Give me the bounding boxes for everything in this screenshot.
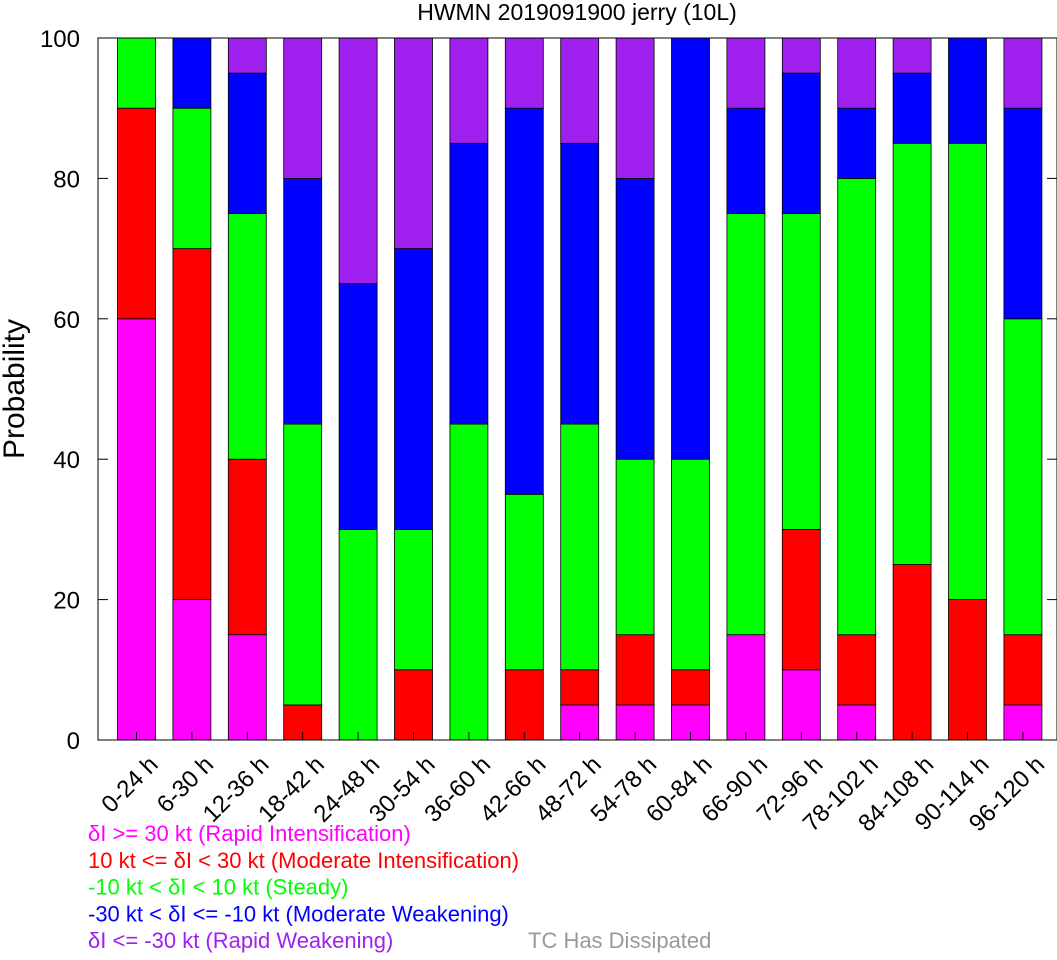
bars-layer <box>117 37 1043 741</box>
bar-segment-12-4 <box>781 37 821 74</box>
bar-segment-3-2 <box>283 423 323 706</box>
bar-segment-16-2 <box>1003 318 1043 636</box>
y-tick-label: 100 <box>40 26 80 53</box>
legend: δI >= 30 kt (Rapid Intensification)10 kt… <box>88 821 711 953</box>
bar-segment-2-4 <box>227 37 267 74</box>
bar-segment-7-3 <box>504 107 544 495</box>
x-tick-label: 0-24 h <box>96 751 163 818</box>
bar-segment-4-2 <box>338 529 378 741</box>
bar-segment-10-1 <box>671 669 710 706</box>
bar-segment-13-4 <box>837 37 877 109</box>
chart-title: HWMN 2019091900 jerry (10L) <box>417 0 737 25</box>
bar-segment-16-4 <box>1003 37 1043 109</box>
bar-segment-3-3 <box>283 177 323 425</box>
bar-segment-3-4 <box>283 37 323 179</box>
bar-segment-12-1 <box>781 529 821 671</box>
bar-segment-1-0 <box>172 599 212 741</box>
bar-segment-11-0 <box>726 634 766 741</box>
y-tick-label: 80 <box>53 166 80 193</box>
bar-segment-0-1 <box>117 107 156 320</box>
bar-segment-7-2 <box>504 493 544 671</box>
bar-segment-14-2 <box>892 142 932 565</box>
bar-segment-15-3 <box>948 37 987 144</box>
bar-segment-15-2 <box>948 142 987 600</box>
y-axis-label: Probability <box>0 319 31 459</box>
bar-segment-13-3 <box>837 107 877 179</box>
bar-segment-8-2 <box>560 423 600 671</box>
bar-segment-7-1 <box>504 669 544 741</box>
bar-segment-16-3 <box>1003 107 1043 320</box>
bar-segment-11-3 <box>726 107 766 214</box>
bar-segment-4-3 <box>338 283 378 530</box>
bar-segment-9-3 <box>615 177 655 460</box>
bar-segment-8-4 <box>560 37 600 144</box>
bar-segment-12-2 <box>781 213 821 530</box>
bar-segment-12-0 <box>781 669 821 741</box>
bar-segment-16-1 <box>1003 634 1043 706</box>
y-tick-label: 40 <box>53 447 80 474</box>
bar-segment-14-3 <box>892 72 932 144</box>
bar-segment-8-3 <box>560 142 600 425</box>
bar-segment-7-4 <box>504 37 544 109</box>
legend-entry-4: δI <= -30 kt (Rapid Weakening) <box>88 928 393 953</box>
bar-segment-13-1 <box>837 634 877 706</box>
legend-entry-3: -30 kt < δI <= -10 kt (Moderate Weakenin… <box>88 901 509 926</box>
bar-segment-0-0 <box>117 318 156 741</box>
bar-segment-11-2 <box>726 213 766 636</box>
bar-segment-5-2 <box>394 529 433 671</box>
bar-segment-2-1 <box>227 458 267 636</box>
y-tick-label: 0 <box>67 728 80 755</box>
bar-segment-14-4 <box>892 37 932 74</box>
bar-segment-13-2 <box>837 177 877 636</box>
bar-segment-5-4 <box>394 37 433 250</box>
bar-segment-0-2 <box>117 37 156 109</box>
bar-segment-9-1 <box>615 634 655 706</box>
bar-segment-9-2 <box>615 458 655 636</box>
bar-segment-4-4 <box>338 37 378 285</box>
bar-segment-1-2 <box>172 107 212 249</box>
y-tick-label: 60 <box>53 307 80 334</box>
bar-segment-11-4 <box>726 37 766 109</box>
legend-entry-2: -10 kt < δI < 10 kt (Steady) <box>88 875 348 900</box>
bar-segment-2-0 <box>227 634 267 741</box>
bar-segment-6-3 <box>449 142 489 425</box>
bar-segment-5-1 <box>394 669 433 741</box>
bar-segment-10-3 <box>671 37 710 460</box>
bar-segment-10-2 <box>671 458 710 671</box>
bar-segment-2-2 <box>227 213 267 460</box>
bar-segment-9-4 <box>615 37 655 179</box>
legend-entry-0: δI >= 30 kt (Rapid Intensification) <box>88 821 411 846</box>
y-axis: 0 20 40 60 80 100 <box>40 26 1057 755</box>
bar-segment-14-1 <box>892 564 932 741</box>
bar-segment-5-3 <box>394 248 433 530</box>
bar-segment-12-3 <box>781 72 821 214</box>
bar-segment-6-4 <box>449 37 489 144</box>
y-tick-label: 20 <box>53 588 80 615</box>
legend-entry-1: 10 kt <= δI < 30 kt (Moderate Intensific… <box>88 848 519 873</box>
bar-segment-8-1 <box>560 669 600 706</box>
legend-entry-dissipated: TC Has Dissipated <box>528 928 711 953</box>
bar-segment-6-2 <box>449 423 489 741</box>
bar-segment-2-3 <box>227 72 267 214</box>
plot-frame <box>97 37 1057 741</box>
bar-segment-1-1 <box>172 248 212 601</box>
bar-segment-1-3 <box>172 37 212 109</box>
bar-segment-15-1 <box>948 599 987 741</box>
